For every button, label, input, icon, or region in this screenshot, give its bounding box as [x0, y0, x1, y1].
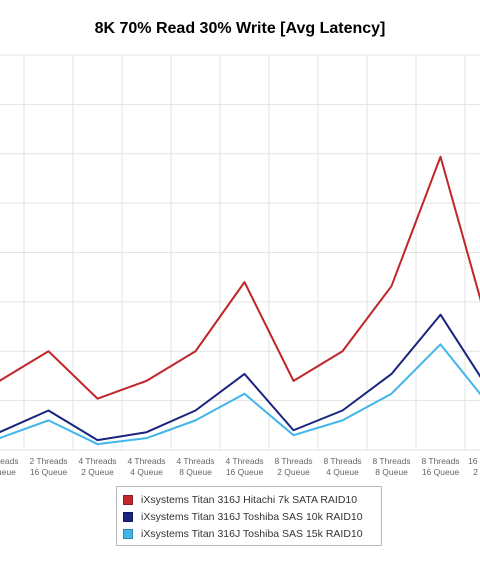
legend: iXsystems Titan 316J Hitachi 7k SATA RAI… [116, 486, 382, 546]
series-line-3 [0, 343, 480, 446]
x-tick-label: 8 Threads 4 Queue [323, 456, 361, 477]
legend-item: iXsystems Titan 316J Hitachi 7k SATA RAI… [123, 491, 375, 508]
legend-swatch [123, 528, 133, 539]
legend-label: iXsystems Titan 316J Toshiba SAS 10k RAI… [141, 510, 363, 523]
x-tick-label: 8 Threads 16 Queue [421, 456, 459, 477]
legend-swatch [123, 494, 133, 505]
legend-label: iXsystems Titan 316J Toshiba SAS 15k RAI… [141, 527, 363, 540]
legend-item: iXsystems Titan 316J Toshiba SAS 15k RAI… [123, 525, 375, 542]
chart-title: 8K 70% Read 30% Write [Avg Latency] [94, 20, 386, 37]
legend-item: iXsystems Titan 316J Toshiba SAS 10k RAI… [123, 508, 375, 525]
x-tick-label: 4 Threads 4 Queue [127, 456, 165, 477]
legend-label: iXsystems Titan 316J Hitachi 7k SATA RAI… [141, 493, 358, 506]
x-tick-label: 8 Threads 2 Queue [274, 456, 312, 477]
x-tick-label: 4 Threads 2 Queue [78, 456, 116, 477]
series-lines [0, 155, 480, 446]
x-tick-label: 4 Threads 16 Queue [225, 456, 263, 477]
x-tick-label: 2 Threads 16 Queue [29, 456, 67, 477]
legend-swatch [123, 511, 133, 522]
x-tick-label: 8 Threads 8 Queue [372, 456, 410, 477]
grid [0, 54, 480, 451]
x-tick-label: 4 Threads 8 Queue [176, 456, 214, 477]
series-line-2 [0, 313, 480, 442]
series-line-1 [0, 155, 480, 400]
